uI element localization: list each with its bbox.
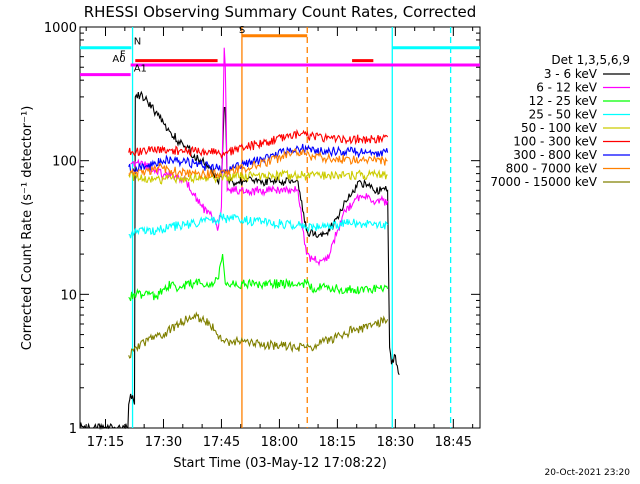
legend-label: 6 - 12 keV bbox=[536, 81, 598, 95]
series-line bbox=[128, 143, 389, 175]
legend-label: 50 - 100 keV bbox=[521, 121, 598, 135]
legend-label: 25 - 50 keV bbox=[529, 108, 598, 122]
flag-label: N bbox=[134, 37, 141, 48]
legend-label: 7000 - 15000 keV bbox=[490, 175, 597, 189]
legend-label: 800 - 7000 keV bbox=[506, 162, 598, 176]
flag-label: F bbox=[120, 50, 126, 61]
plot-layer: 1 10 100 1000 17:15 17:30 17:45 18:00 18:15 18:30… bbox=[44, 21, 481, 450]
x-tick-label: 18:15 bbox=[319, 435, 356, 450]
legend-title: Det 1,3,5,6,9 bbox=[551, 53, 630, 67]
x-tick-label: 17:45 bbox=[203, 435, 240, 450]
chart-title: RHESSI Observing Summary Count Rates, Co… bbox=[84, 3, 477, 21]
x-tick-label: 17:15 bbox=[87, 435, 124, 450]
y-tick-label: 10 bbox=[60, 288, 77, 303]
legend-label: 100 - 300 keV bbox=[513, 135, 597, 149]
y-axis-label: Corrected Count Rate (s⁻¹ detector⁻¹) bbox=[20, 106, 35, 351]
legend-label: 12 - 25 keV bbox=[529, 94, 598, 108]
series-line bbox=[128, 147, 388, 180]
y-tick-label: 100 bbox=[52, 155, 77, 170]
legend-label: 300 - 800 keV bbox=[513, 148, 597, 162]
legend-label: 3 - 6 keV bbox=[544, 67, 598, 81]
x-tick-label: 18:45 bbox=[435, 435, 472, 450]
timestamp-label: 20-Oct-2021 23:20 bbox=[545, 468, 631, 478]
series-line bbox=[128, 254, 389, 302]
y-tick-label: 1000 bbox=[44, 21, 77, 36]
series-line bbox=[128, 168, 388, 185]
x-tick-label: 17:30 bbox=[145, 435, 182, 450]
flag-label: A1 bbox=[134, 64, 147, 75]
plot-frame bbox=[79, 26, 481, 429]
series-line bbox=[79, 90, 400, 431]
x-tick-label: 18:00 bbox=[261, 435, 298, 450]
y-tick-label: 1 bbox=[69, 422, 77, 437]
x-axis-label: Start Time (03-May-12 17:08:22) bbox=[173, 456, 387, 471]
flag-label: A0 bbox=[112, 54, 125, 65]
x-tick-label: 18:30 bbox=[377, 435, 414, 450]
flag-label: S bbox=[239, 25, 245, 36]
series-line bbox=[128, 311, 389, 359]
series-line bbox=[128, 212, 389, 239]
series-line bbox=[128, 128, 389, 160]
